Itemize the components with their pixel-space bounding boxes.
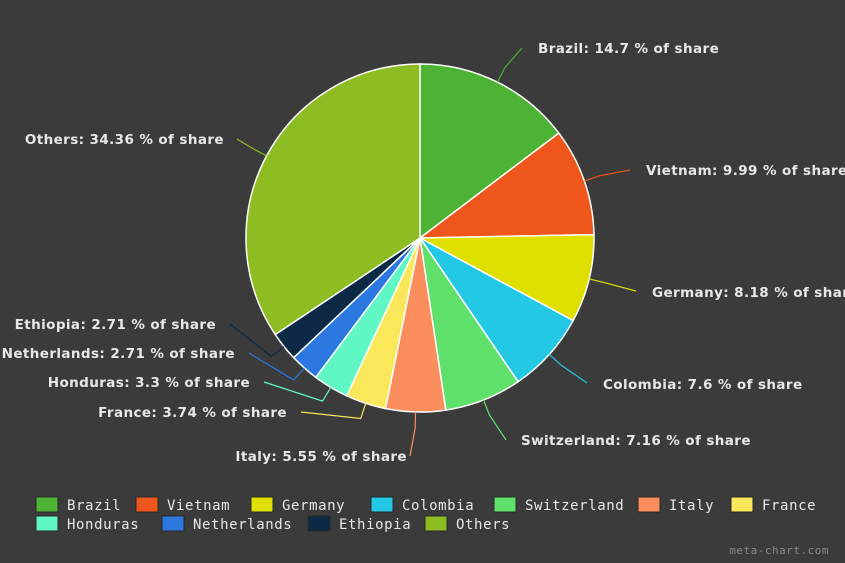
legend-item-colombia[interactable]: Colombia — [370, 496, 474, 514]
legend-label-vietnam: Vietnam — [167, 498, 230, 514]
leader-line-germany — [588, 278, 637, 292]
legend-swatch-netherlands — [161, 515, 185, 532]
pie-slice-brazil[interactable] — [419, 63, 560, 240]
legend-swatch-vietnam — [135, 496, 159, 513]
leader-line-france — [300, 403, 367, 420]
legend-label-others: Others — [456, 517, 510, 533]
leader-line-netherlands — [248, 352, 305, 381]
pie-slice-others[interactable] — [245, 63, 421, 336]
leader-line-honduras — [263, 381, 332, 402]
legend-label-honduras: Honduras — [67, 517, 139, 533]
leader-line-italy — [409, 411, 417, 457]
pie-slices — [245, 63, 595, 413]
slice-label-colombia: Colombia: 7.6 % of share — [603, 377, 803, 393]
legend-label-germany: Germany — [282, 498, 345, 514]
watermark: meta-chart.com — [729, 544, 829, 557]
slice-label-france: France: 3.74 % of share — [98, 405, 287, 421]
legend-label-brazil: Brazil — [67, 498, 121, 514]
slice-label-honduras: Honduras: 3.3 % of share — [48, 375, 250, 391]
legend-label-france: France — [762, 498, 816, 514]
chart-legend: Brazil Vietnam Germany Colombia Switzerland I… — [35, 496, 816, 533]
legend-item-italy[interactable]: Italy — [637, 496, 714, 514]
slice-label-germany: Germany: 8.18 % of share — [652, 285, 845, 301]
legend-swatch-italy — [637, 496, 661, 513]
legend-swatch-ethiopia — [307, 515, 331, 532]
legend-label-colombia: Colombia — [402, 498, 474, 514]
slice-label-ethiopia: Ethiopia: 2.71 % of share — [15, 317, 216, 333]
legend-swatch-france — [730, 496, 754, 513]
leader-line-ethiopia — [229, 323, 285, 358]
leader-line-switzerland — [482, 399, 507, 441]
legend-item-vietnam[interactable]: Vietnam — [135, 496, 230, 514]
legend-label-italy: Italy — [669, 498, 714, 514]
slice-label-others: Others: 34.36 % of share — [25, 132, 224, 148]
legend-label-ethiopia: Ethiopia — [339, 517, 411, 533]
legend-swatch-honduras — [35, 515, 59, 532]
slice-label-switzerland: Switzerland: 7.16 % of share — [521, 433, 751, 449]
legend-item-germany[interactable]: Germany — [250, 496, 345, 514]
leader-line-others — [236, 138, 267, 157]
legend-swatch-switzerland — [493, 496, 517, 513]
legend-swatch-colombia — [370, 496, 394, 513]
legend-item-netherlands[interactable]: Netherlands — [161, 515, 292, 533]
legend-label-netherlands: Netherlands — [193, 517, 292, 533]
legend-item-france[interactable]: France — [730, 496, 816, 514]
legend-item-switzerland[interactable]: Switzerland — [493, 496, 624, 514]
leader-line-vietnam — [584, 169, 631, 182]
label-leader-lines — [229, 47, 637, 457]
legend-item-brazil[interactable]: Brazil — [35, 496, 121, 514]
slice-labels: Brazil: 14.7 % of share Vietnam: 9.99 % o… — [2, 41, 845, 465]
legend-item-others[interactable]: Others — [424, 515, 510, 533]
pie-slice-germany[interactable] — [417, 233, 595, 322]
legend-swatch-brazil — [35, 496, 59, 513]
leader-line-brazil — [496, 47, 523, 83]
legend-label-switzerland: Switzerland — [525, 498, 624, 514]
slice-label-brazil: Brazil: 14.7 % of share — [538, 41, 719, 57]
leader-line-colombia — [548, 354, 588, 384]
legend-item-ethiopia[interactable]: Ethiopia — [307, 515, 411, 533]
slice-label-italy: Italy: 5.55 % of share — [235, 449, 407, 465]
slice-label-vietnam: Vietnam: 9.99 % of share — [646, 163, 845, 179]
legend-swatch-others — [424, 515, 448, 532]
legend-item-honduras[interactable]: Honduras — [35, 515, 139, 533]
slice-label-netherlands: Netherlands: 2.71 % of share — [2, 346, 235, 362]
legend-swatch-germany — [250, 496, 274, 513]
